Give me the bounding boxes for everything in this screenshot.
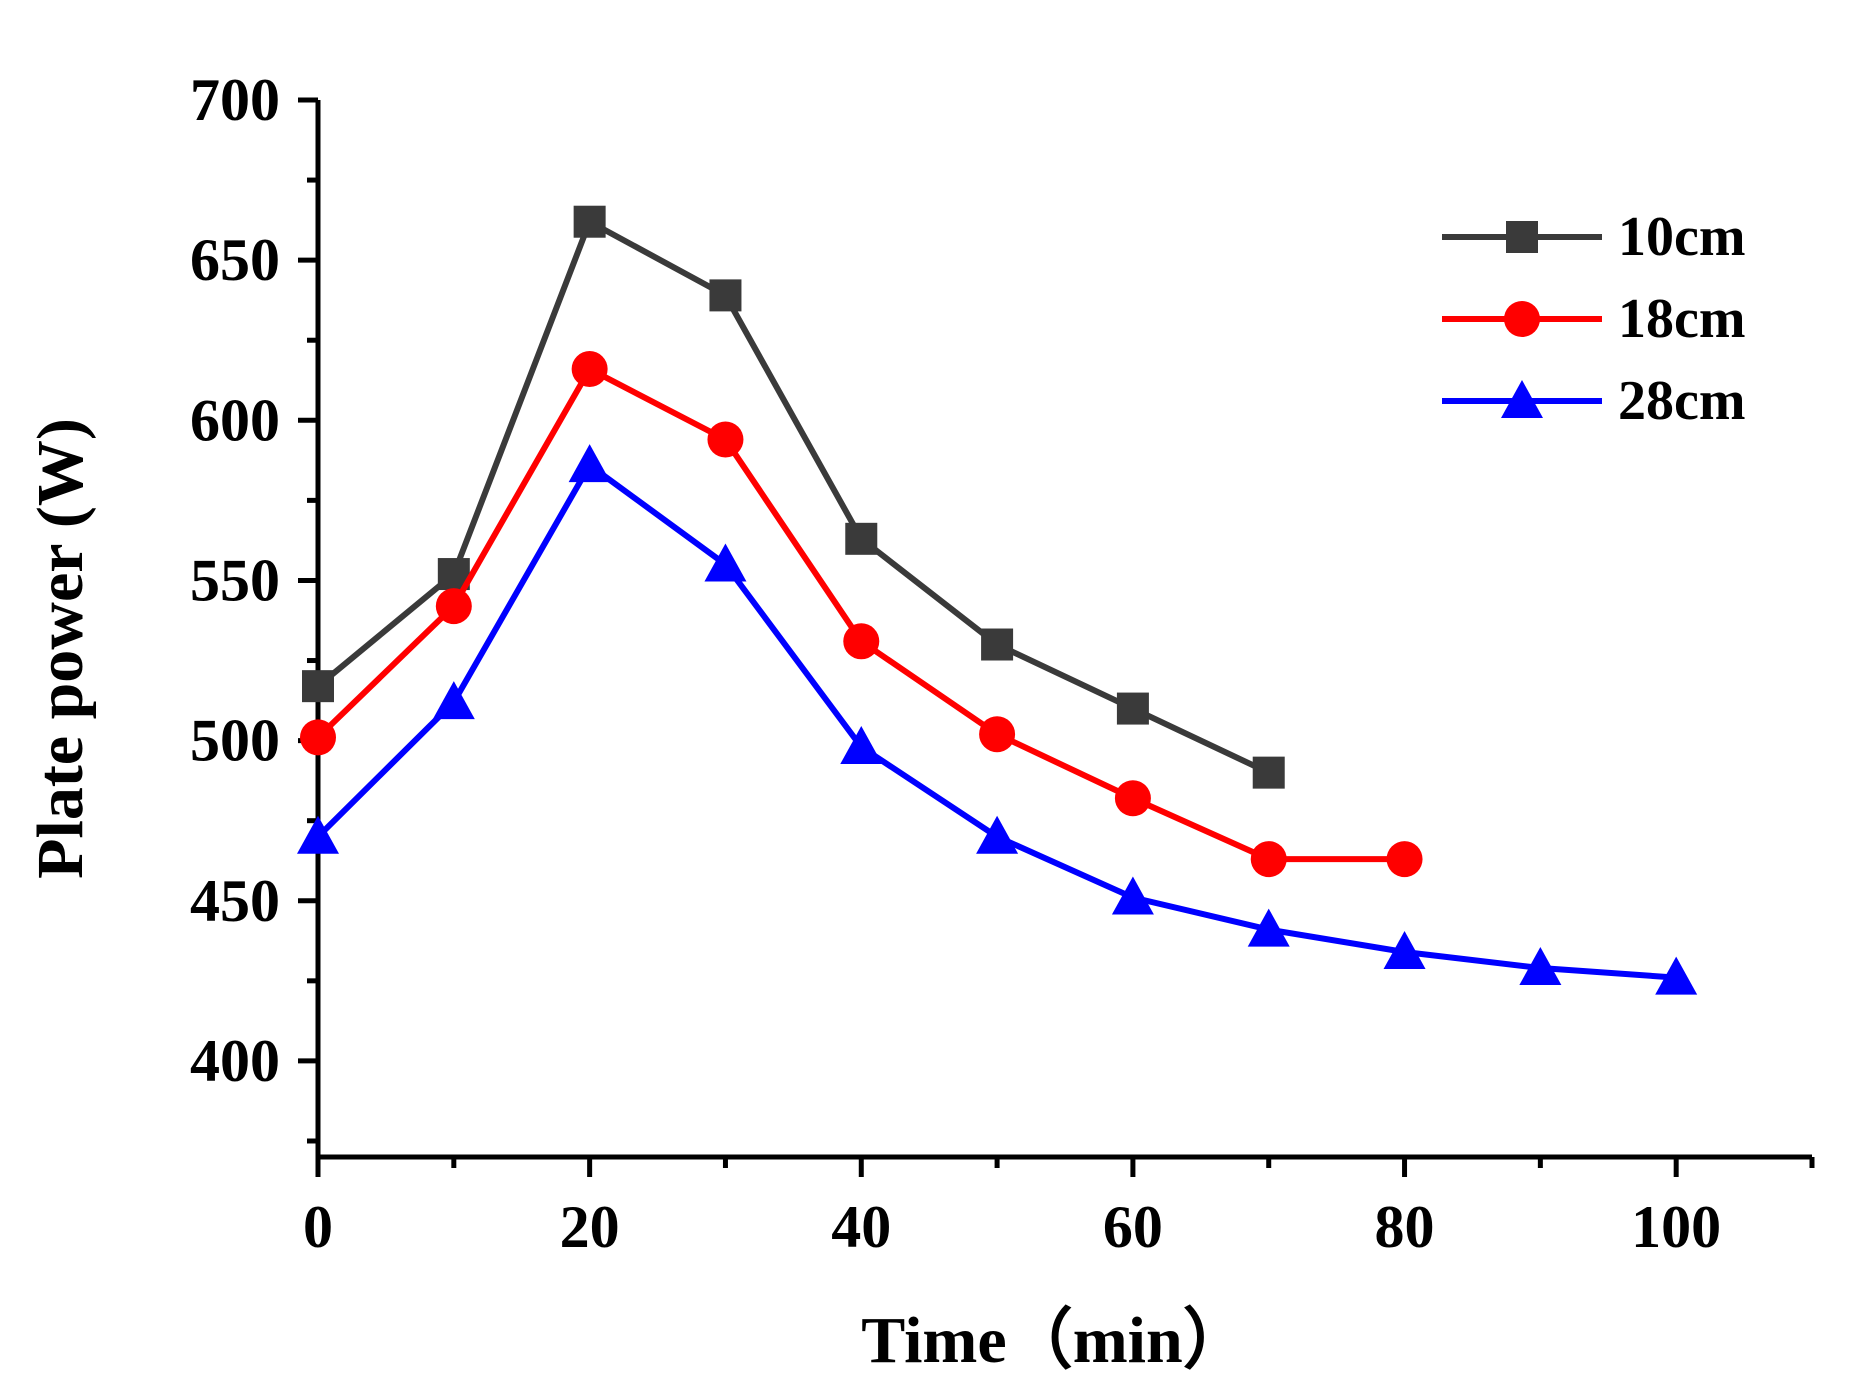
series-line [315, 366, 1405, 863]
data-point [302, 670, 334, 703]
y-tick-label: 450 [190, 868, 280, 934]
series-line [316, 218, 1271, 776]
series-layer [297, 205, 1698, 995]
legend-label: 18cm [1618, 288, 1746, 350]
x-tick-label: 40 [831, 1194, 891, 1260]
data-point [297, 815, 339, 854]
y-tick-label: 650 [190, 227, 280, 293]
x-tick-label: 60 [1103, 1194, 1163, 1260]
x-tick-label: 0 [303, 1194, 333, 1260]
y-tick-label: 400 [190, 1028, 280, 1094]
data-point [568, 444, 611, 483]
data-point [709, 279, 742, 312]
x-tick-label: 80 [1375, 1194, 1435, 1260]
data-point [707, 421, 744, 458]
data-point [573, 205, 606, 238]
data-point [1247, 908, 1290, 947]
y-tick-label: 500 [190, 708, 280, 774]
data-point [845, 522, 878, 555]
data-point [1519, 947, 1562, 986]
data-point [1386, 841, 1423, 878]
y-axis-title: Plate power (W) [24, 418, 97, 879]
data-point [1114, 780, 1151, 817]
x-axis-title: Time（min） [861, 1303, 1248, 1377]
legend-label: 28cm [1618, 370, 1746, 432]
series-28cm [297, 444, 1698, 995]
data-point [432, 681, 475, 720]
y-tick-label: 600 [190, 387, 280, 453]
legend-marker [1506, 221, 1538, 253]
data-point [1116, 692, 1149, 725]
y-tick-label: 700 [190, 67, 280, 133]
data-point [1655, 956, 1698, 995]
x-tick-label: 100 [1631, 1194, 1721, 1260]
data-point [976, 815, 1019, 854]
data-point [840, 726, 883, 765]
data-point [1111, 876, 1154, 915]
legend-item: 18cm [1442, 288, 1746, 350]
data-point [704, 543, 747, 582]
data-point [1383, 931, 1426, 970]
legend-marker [1504, 301, 1540, 337]
data-point [300, 719, 336, 756]
legend-item: 28cm [1442, 370, 1746, 432]
data-point [843, 623, 880, 660]
series-10cm [302, 205, 1285, 789]
data-point [981, 628, 1014, 661]
tick-labels: 400 450 500 550 600 650 700 0 20 40 60 80 100 [190, 67, 1721, 1260]
axis-ticks [298, 97, 1815, 1177]
legend-label: 10cm [1618, 206, 1746, 268]
legend-marker [1501, 380, 1543, 418]
data-point [1250, 841, 1287, 878]
data-point [435, 588, 472, 625]
axes [315, 100, 1812, 1160]
data-point [979, 716, 1016, 753]
x-tick-label: 20 [560, 1194, 620, 1260]
legend: 10cm 18cm 28cm [1442, 206, 1746, 432]
data-point [571, 351, 608, 388]
y-tick-label: 550 [190, 547, 280, 613]
data-point [1252, 756, 1285, 789]
legend-item: 10cm [1442, 206, 1746, 268]
series-18cm [300, 351, 1423, 878]
